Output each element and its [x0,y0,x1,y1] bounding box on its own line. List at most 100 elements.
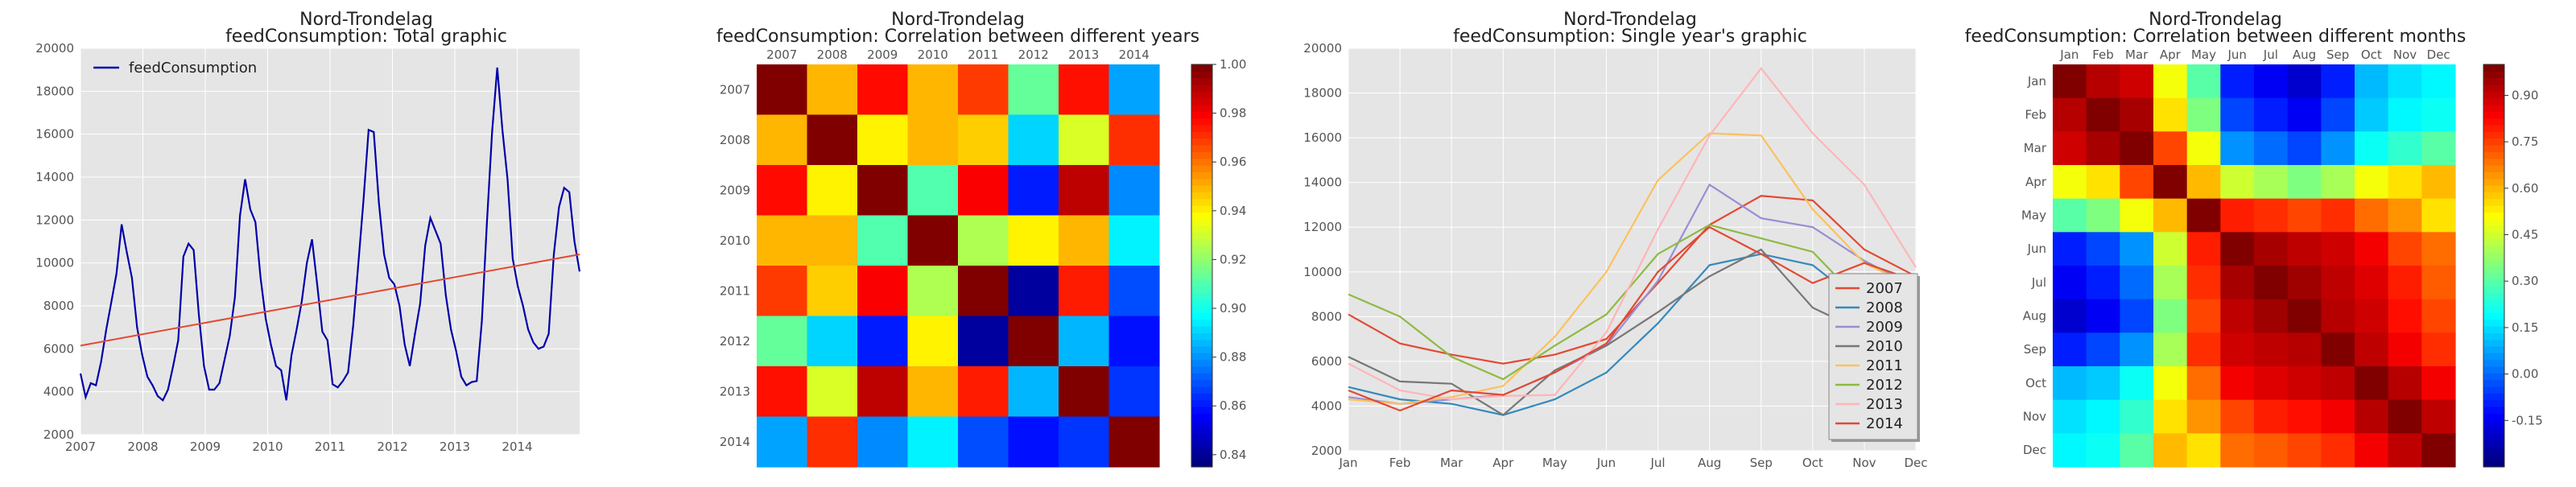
c2-cell [857,366,909,418]
c2-cell [958,416,1009,468]
c4-cell [2186,198,2221,233]
chart3-legend-label: 2008 [1866,299,1903,316]
c4-cell [2388,366,2422,401]
c4-cell [2388,299,2422,333]
c2-x-label: 2011 [968,47,998,62]
c4-cell [2220,399,2255,434]
chart2-x-labels: 2007 2008 2009 2010 2011 2012 2013 2014 [766,47,1150,62]
c4-colorbar-band [2483,419,2504,427]
chart2-title-line2: feedConsumption: Correlation between dif… [716,27,1199,47]
c2-cell [1008,64,1059,116]
chart3-y-tick-label: 8000 [1311,309,1342,324]
chart3-y-tick-label: 16000 [1303,130,1342,145]
chart3-legend-label: 2009 [1866,319,1903,336]
c2-colorbar-band [1191,145,1212,152]
c4-colorbar-band [2483,111,2504,119]
c2-cell [807,165,858,217]
c4-cell [2120,299,2154,333]
c4-colorbar-band [2483,346,2504,353]
chart3-x-ticks: Jan Feb Mar Apr May Jun Jul Aug Sep Oct Nov Dec [1338,456,1927,470]
c4-colorbar-band [2483,306,2504,313]
c2-cell [958,64,1009,116]
c4-cell [2421,232,2456,266]
c2-colorbar-band [1191,319,1212,327]
c4-x-label: Dec [2427,47,2450,62]
chart3-y-tick-label: 4000 [1311,398,1342,413]
c4-cell [2153,433,2188,468]
chart1-y-tick-label: 12000 [35,213,74,227]
c2-colorbar-band [1191,460,1212,468]
c4-colorbar-band [2483,171,2504,180]
c4-x-label: Aug [2293,47,2316,62]
c4-cell [2220,266,2255,300]
c4-cell [2053,131,2087,166]
c4-cell [2287,299,2322,333]
c2-colorbar-band [1191,111,1212,119]
c4-colorbar-band [2483,407,2504,414]
chart3-x-tick-label: Feb [1389,456,1411,470]
c4-cell [2388,332,2422,367]
c4-colorbar-band [2483,165,2504,172]
c4-colorbar-band [2483,447,2504,454]
c2-colorbar-band [1191,97,1212,105]
c4-cell [2355,399,2389,434]
c4-cell [2220,64,2255,99]
c2-cell [857,266,909,317]
c2-cell [1008,165,1059,217]
c2-colorbar-band [1191,105,1212,112]
chart1-x-tick-label: 2014 [502,440,532,454]
chart3-legend-label: 2013 [1866,396,1903,413]
c4-colorbar-band [2483,460,2504,468]
c4-colorbar-band [2483,266,2504,273]
c2-cell [1008,266,1059,317]
c4-cell [2053,433,2087,468]
chart1-series-line [79,67,581,402]
c4-cell [2388,433,2422,468]
c4-cell [2220,299,2255,333]
c2-cell [807,114,858,166]
c2-cell [1108,416,1160,468]
c4-cell [2355,232,2389,266]
c2-colorbar-band [1191,178,1212,186]
c4-cell [2153,165,2188,200]
c4-x-label: Jan [2059,47,2079,62]
c2-cell [1059,215,1110,266]
c4-colorbar-band [2483,373,2504,381]
c4-y-label: Apr [2025,175,2047,189]
chart2-cells [757,64,1160,468]
chart1-legend-label: feedConsumption [129,60,257,76]
chart3-x-tick-label: Mar [1440,456,1463,470]
c2-cell [958,165,1009,217]
c4-cell [2355,131,2389,166]
c4-colorbar-band [2483,393,2504,401]
c2-colorbar-band [1191,332,1212,340]
c4-cell [2287,165,2322,200]
c4-cell [2388,399,2422,434]
c2-colorbar-tick-label: 1.00 [1220,57,1246,72]
c4-cell [2120,266,2154,300]
c4-colorbar-band [2483,279,2504,287]
c4-x-label: Mar [2125,47,2149,62]
c4-cell [2120,433,2154,468]
chart3-legend-label: 2012 [1866,377,1903,394]
c4-cell [2254,232,2289,266]
chart3-series-line-2008 [1348,253,1917,416]
chart4-x-labels: Jan Feb Mar Apr May Jun Jul Aug Sep Oct Nov Dec [2059,47,2450,62]
c4-colorbar-band [2483,399,2504,407]
c4-cell [2254,366,2289,401]
c2-cell [857,316,909,367]
c4-colorbar-band [2483,91,2504,99]
chart-total-graphic: Nord-Trondelag feedConsumption: Total gr… [35,10,581,454]
c4-colorbar-band [2483,97,2504,105]
c4-cell [2220,433,2255,468]
c4-cell [2388,232,2422,266]
c4-cell [2287,332,2322,367]
c4-cell [2254,64,2289,99]
c4-cell [2086,97,2120,132]
c2-colorbar-band [1191,306,1212,313]
chart3-y-tick-label: 12000 [1303,220,1342,234]
c4-x-label: Nov [2393,47,2417,62]
c4-cell [2220,131,2255,166]
c4-cell [2053,332,2087,367]
c4-cell [2287,232,2322,266]
